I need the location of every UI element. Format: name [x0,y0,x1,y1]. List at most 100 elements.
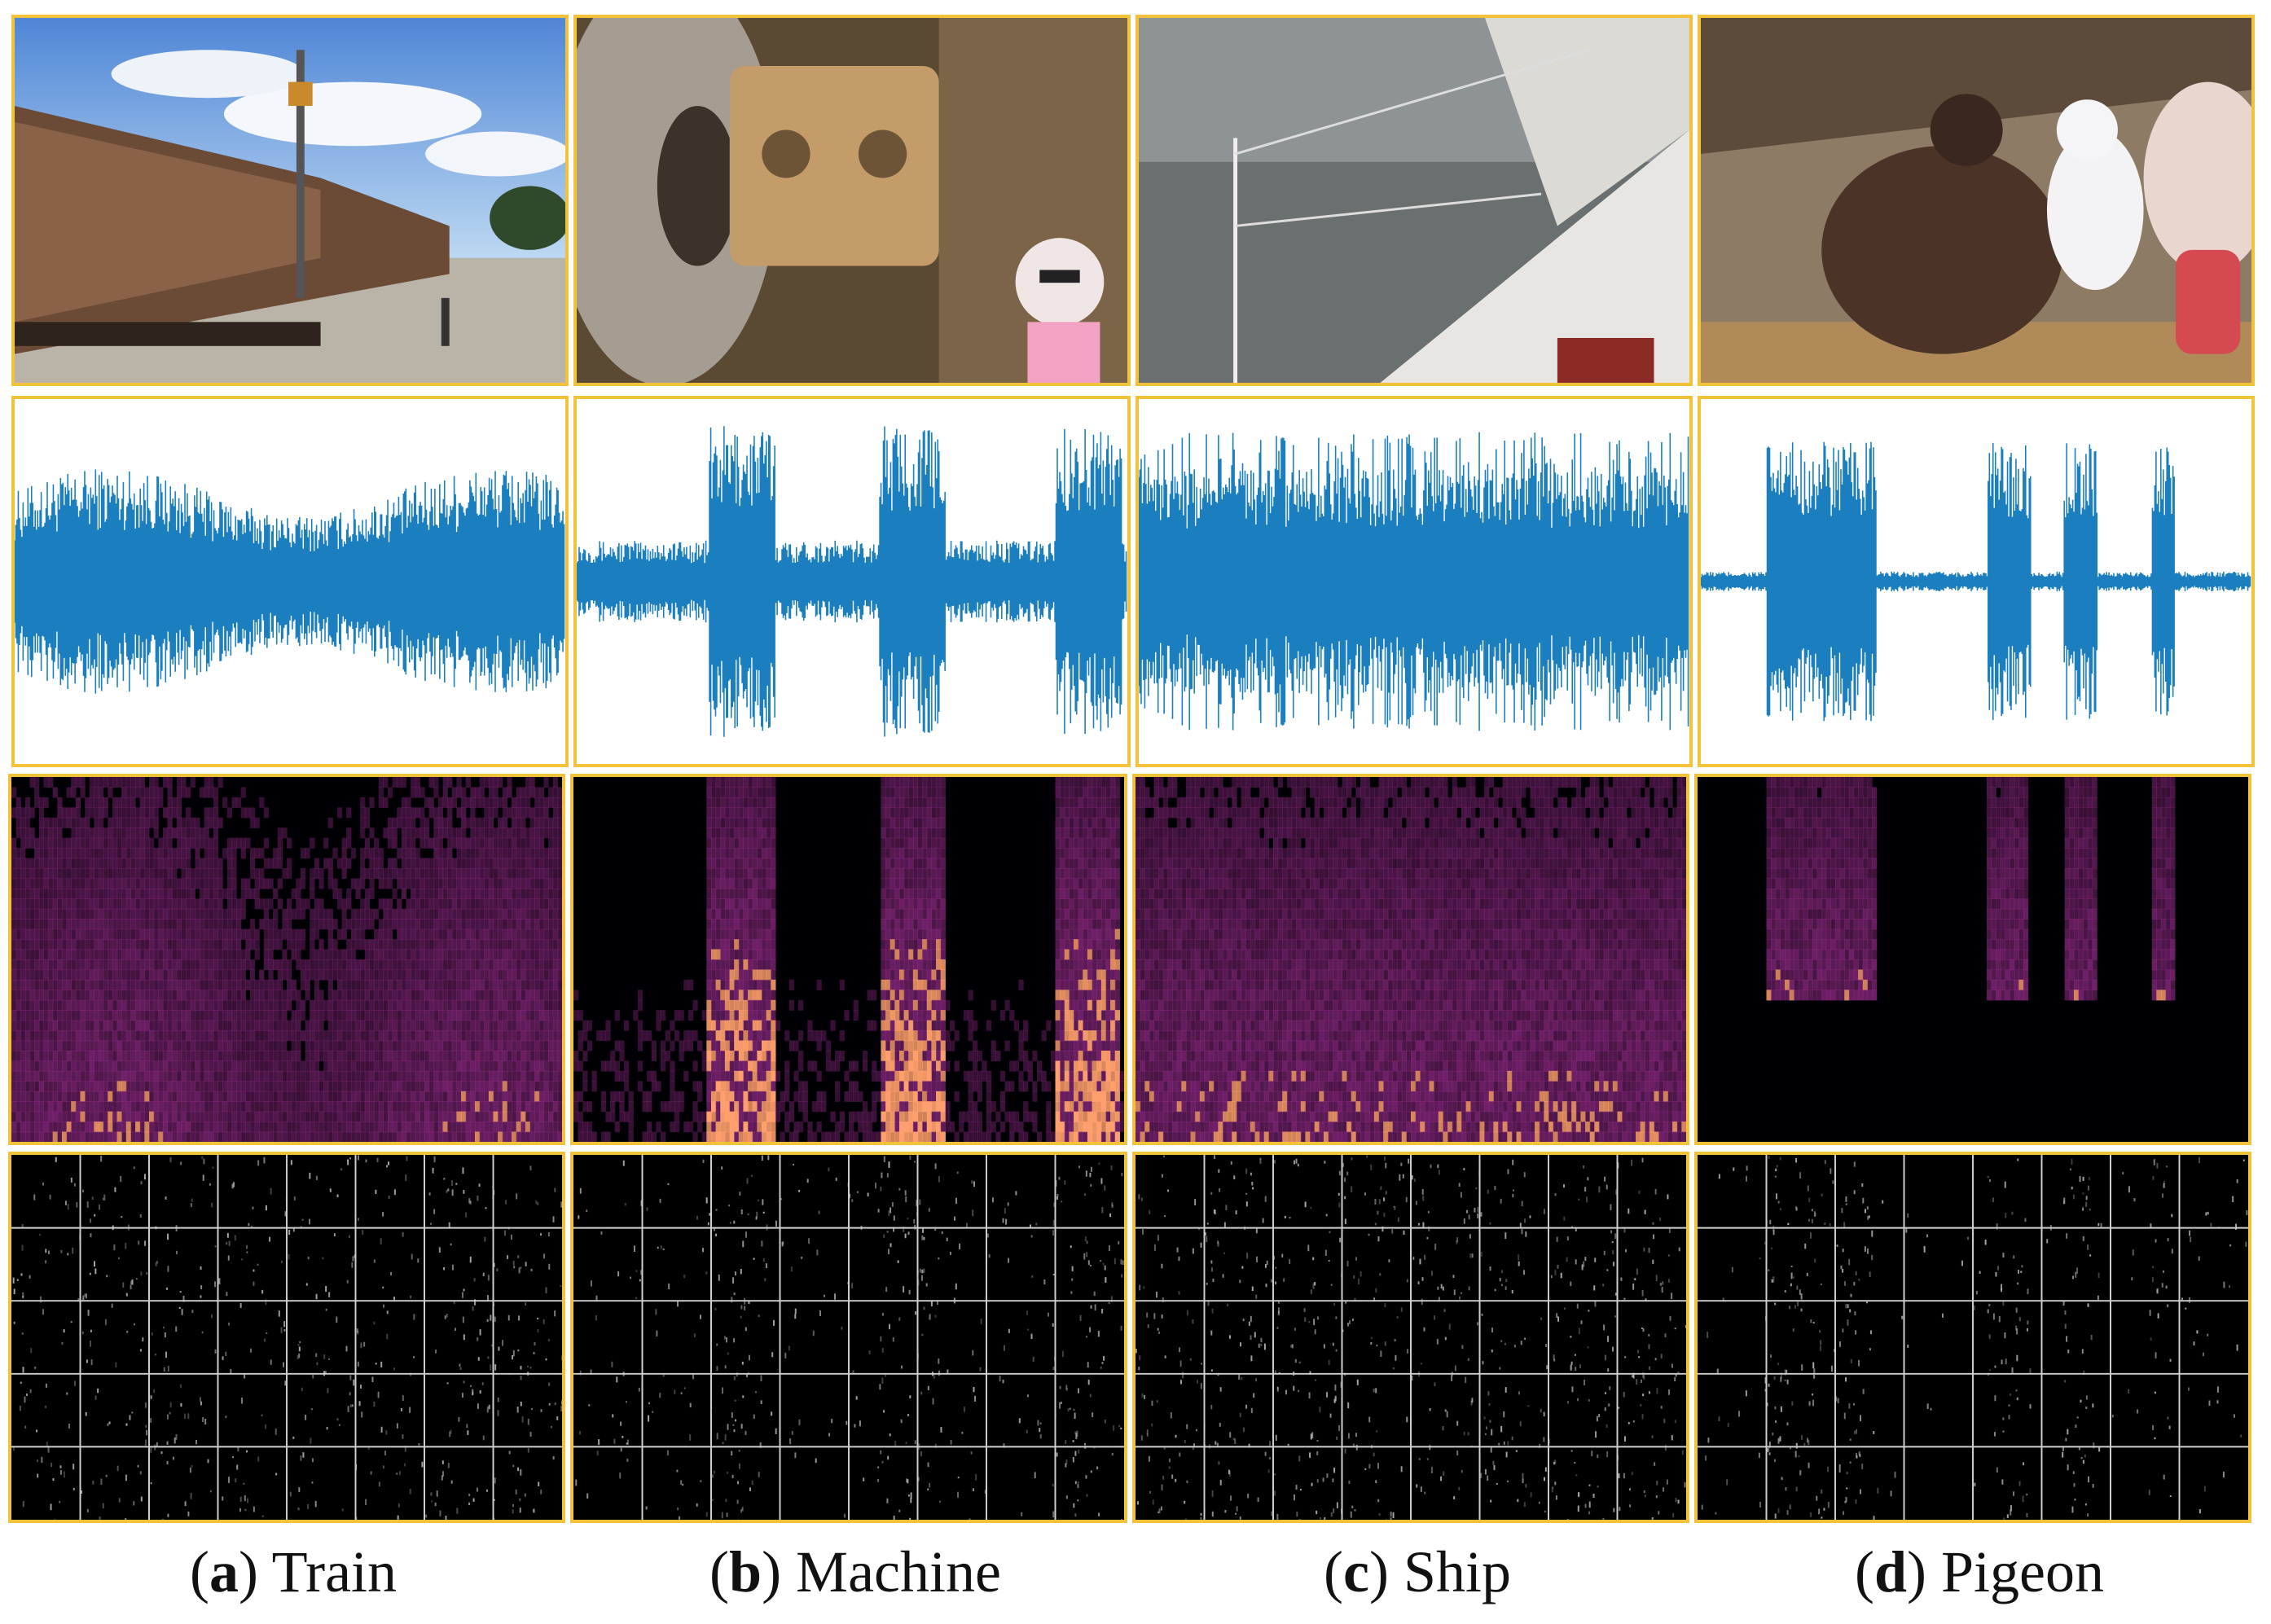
spectrogram-bin [135,999,141,1011]
spectrogram-bin [922,1091,928,1102]
spectrogram-bin [327,1091,333,1102]
spectrogram-bin [406,878,411,889]
spectrogram-bin [406,1051,411,1062]
spectrogram-bin [11,1091,17,1102]
spectrogram-bin [130,1060,136,1072]
spectrogram-bin [209,919,214,930]
spectrogram-bin [364,888,370,899]
spectrogram-bin [89,777,94,788]
spectrogram-bin [116,777,122,788]
spectrogram-bin [254,1020,260,1031]
spectrogram-bin [931,807,937,819]
spectrogram-bin [254,1030,260,1042]
spectrogram-bin [139,1010,145,1021]
spectrogram-bin [798,1051,804,1062]
spectrogram-bin [369,1060,375,1072]
spectrogram-bin [158,848,164,859]
spectrogram-bin [456,959,462,971]
spectrogram-bin [917,1070,923,1082]
spectrogram-bin [628,1121,634,1133]
spectrogram-bin [38,969,45,981]
spectrogram-bin [748,1081,753,1092]
spectrogram-bin [103,1070,108,1082]
spectrogram-bin [502,919,507,930]
spectrogram-bin [447,1030,453,1042]
spectrogram-bin [149,1131,155,1142]
spectrogram-bin [720,949,726,960]
spectrogram-bin [116,1030,122,1042]
spectrogram-bin [387,1040,393,1051]
spectrogram-bin [917,1060,923,1072]
spectrogram-bin [908,848,914,859]
spectrogram-bin [766,1081,771,1092]
spectrogram-bin [162,928,169,940]
spectrogram-bin [190,1010,195,1021]
spectrogram-bin [401,868,407,880]
spectrogram-bin [543,959,549,971]
spectrogram-bin [66,969,72,981]
spectrogram-bin [529,928,535,940]
spectrogram-bin [199,787,205,798]
spectrogram-bin [738,1020,745,1031]
spectrogram-bin [578,1091,583,1102]
spectrogram-bin [369,1040,375,1051]
spectrogram-bin [926,837,932,849]
spectrogram-bin [360,979,366,990]
spectrogram-bin [552,898,558,910]
spectrogram-bin [108,1070,113,1082]
spectrogram-bin [360,908,366,920]
spectrogram-bin [738,868,745,880]
spectrogram-bin [479,817,485,828]
spectrogram-bin [715,959,721,971]
spectrogram-bin [199,898,205,910]
spectrogram-bin [369,1070,375,1082]
spectrogram-bin [130,898,136,910]
spectrogram-bin [411,1030,416,1042]
spectrogram-bin [771,1111,776,1122]
spectrogram-bin [240,1101,246,1113]
spectrogram-bin [651,1051,657,1062]
spectrogram-bin [323,1051,329,1062]
spectrogram-bin [447,1070,453,1082]
spectrogram-bin [521,1121,526,1133]
spectrogram-bin [341,858,347,869]
spectrogram-bin [516,898,521,910]
spectrogram-bin [85,817,90,828]
spectrogram-bin [139,999,145,1011]
spectrogram-bin [94,898,99,910]
spectrogram-bin [729,969,735,981]
spectrogram-bin [190,827,195,839]
spectrogram-bin [461,1060,467,1072]
spectrogram-bin [350,1111,357,1122]
spectrogram-bin [209,888,214,899]
spectrogram-bin [99,1070,104,1082]
spectrogram-bin [245,959,251,971]
spectrogram-bin [15,908,21,920]
spectrogram-bin [254,928,260,940]
spectrogram-bin [926,1030,932,1042]
spectrogram-bin [465,919,471,930]
spectrogram-bin [336,969,343,981]
spectrogram-bin [442,959,448,971]
spectrogram-bin [534,1020,540,1031]
spectrogram-bin [502,817,507,828]
spectrogram-bin [610,1060,616,1072]
spectrogram-bin [442,797,448,808]
spectrogram-bin [341,919,347,930]
spectrogram-bin [748,959,753,971]
spectrogram-bin [926,969,932,981]
spectrogram-bin [484,979,490,990]
spectrogram-bin [350,979,357,990]
spectrogram-bin [116,979,122,990]
spectrogram-bin [415,1010,420,1021]
spectrogram-bin [249,888,256,899]
spectrogram-bin [479,1010,485,1021]
spectrogram-bin [451,1030,458,1042]
spectrogram-bin [926,777,932,788]
spectrogram-bin [369,1051,375,1062]
spectrogram-bin [687,1040,694,1051]
spectrogram-bin [135,848,141,859]
spectrogram-bin [890,807,895,819]
spectrogram-bin [153,827,159,839]
spectrogram-bin [784,1121,790,1133]
